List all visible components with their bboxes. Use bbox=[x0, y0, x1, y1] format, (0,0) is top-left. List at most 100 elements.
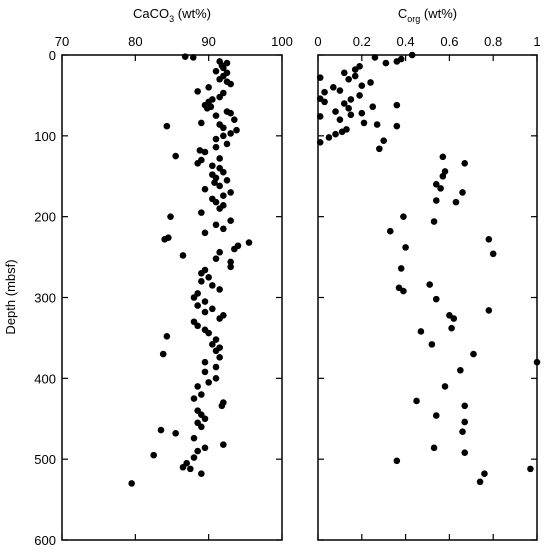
data-point bbox=[212, 221, 220, 229]
data-point bbox=[413, 397, 420, 405]
y-tick-label: 100 bbox=[34, 129, 56, 144]
data-point bbox=[459, 189, 466, 196]
data-point bbox=[194, 160, 201, 167]
data-point bbox=[402, 244, 409, 251]
data-point bbox=[332, 108, 339, 115]
x-tick-label: 80 bbox=[128, 34, 142, 49]
data-point bbox=[216, 75, 223, 83]
data-point bbox=[194, 383, 201, 390]
data-point bbox=[209, 282, 216, 289]
data-point bbox=[489, 250, 497, 258]
data-point bbox=[417, 328, 425, 335]
data-point bbox=[209, 305, 216, 313]
data-point bbox=[393, 122, 401, 130]
data-point bbox=[194, 447, 201, 455]
data-point bbox=[233, 126, 240, 134]
data-point bbox=[227, 258, 234, 266]
data-point bbox=[201, 229, 209, 237]
y-tick-label: 600 bbox=[34, 533, 56, 548]
data-point bbox=[211, 179, 218, 187]
x-tick-label: 0 bbox=[314, 34, 321, 49]
data-point bbox=[212, 143, 220, 151]
data-point bbox=[432, 412, 440, 419]
data-point bbox=[371, 54, 379, 61]
data-point bbox=[527, 465, 534, 473]
data-point bbox=[198, 470, 205, 478]
data-point bbox=[351, 66, 359, 73]
data-point bbox=[216, 93, 223, 101]
y-tick-label: 0 bbox=[49, 48, 56, 63]
data-point bbox=[347, 111, 355, 119]
data-point bbox=[198, 119, 205, 127]
data-point bbox=[376, 145, 383, 153]
data-point bbox=[198, 269, 205, 277]
data-point bbox=[345, 75, 352, 83]
data-point bbox=[212, 255, 220, 262]
panel-title: CaCO3 (wt%) bbox=[133, 6, 211, 24]
data-point bbox=[321, 98, 328, 106]
x-tick-label: 90 bbox=[201, 34, 215, 49]
data-point bbox=[227, 189, 234, 196]
data-point bbox=[212, 363, 220, 371]
data-point bbox=[476, 478, 484, 486]
data-point bbox=[216, 248, 223, 256]
panel-title: Corg (wt%) bbox=[398, 6, 457, 24]
data-point bbox=[128, 480, 135, 487]
data-point bbox=[437, 185, 444, 192]
data-point bbox=[220, 132, 227, 140]
data-point bbox=[201, 368, 209, 376]
data-point bbox=[316, 139, 324, 146]
data-point bbox=[459, 428, 466, 435]
data-point bbox=[205, 84, 212, 91]
data-point bbox=[432, 197, 440, 204]
data-point bbox=[205, 273, 212, 281]
data-point bbox=[330, 84, 337, 91]
data-point bbox=[332, 130, 339, 138]
data-point bbox=[461, 402, 469, 410]
data-point bbox=[452, 198, 460, 206]
data-point bbox=[393, 457, 401, 465]
data-point bbox=[194, 322, 201, 330]
data-point bbox=[223, 59, 231, 67]
data-point bbox=[212, 336, 220, 343]
data-point bbox=[172, 430, 179, 437]
data-point bbox=[216, 205, 223, 212]
data-point bbox=[209, 341, 216, 348]
data-point bbox=[481, 470, 488, 478]
data-point bbox=[212, 67, 220, 75]
data-point bbox=[190, 395, 198, 402]
data-point bbox=[432, 181, 440, 188]
data-point bbox=[216, 182, 223, 190]
data-point bbox=[227, 130, 234, 137]
data-point bbox=[209, 162, 216, 170]
data-point bbox=[220, 64, 227, 72]
data-point bbox=[220, 168, 227, 176]
data-point bbox=[212, 135, 220, 143]
data-point bbox=[212, 347, 220, 355]
data-point bbox=[198, 209, 205, 216]
data-point bbox=[187, 465, 194, 473]
data-point bbox=[485, 236, 493, 243]
data-point bbox=[457, 366, 464, 374]
x-tick-label: 70 bbox=[55, 34, 69, 49]
data-point bbox=[351, 72, 359, 80]
title-subscript: 3 bbox=[169, 14, 174, 24]
data-point bbox=[212, 375, 220, 382]
data-point bbox=[426, 281, 433, 288]
data-point bbox=[231, 116, 238, 123]
data-point bbox=[163, 122, 171, 130]
data-point bbox=[373, 121, 381, 128]
y-axis-label: Depth (mbsf) bbox=[3, 259, 18, 334]
data-point bbox=[432, 295, 440, 303]
data-point bbox=[201, 148, 209, 156]
plot-frame bbox=[61, 54, 283, 541]
data-point bbox=[485, 307, 493, 314]
data-point bbox=[325, 134, 333, 141]
data-point bbox=[201, 415, 209, 423]
data-point bbox=[231, 245, 238, 253]
data-point bbox=[190, 294, 198, 301]
data-point bbox=[216, 315, 223, 322]
data-point bbox=[461, 449, 469, 457]
data-point bbox=[393, 101, 401, 109]
data-point bbox=[380, 137, 388, 144]
